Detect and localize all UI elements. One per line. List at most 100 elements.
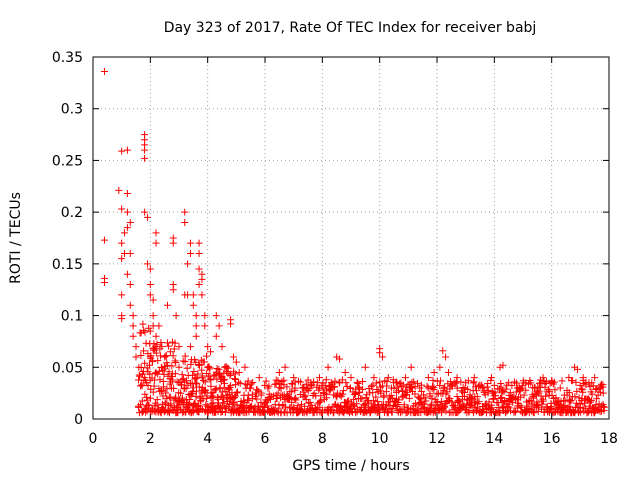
data-point: [302, 395, 310, 403]
data-point: [257, 389, 265, 397]
grid: [93, 57, 609, 419]
data-point: [145, 361, 153, 369]
data-point: [207, 348, 215, 356]
data-point: [418, 387, 426, 395]
data-point: [600, 407, 608, 415]
data-point: [192, 312, 200, 320]
data-point: [126, 281, 134, 289]
data-point: [244, 377, 252, 385]
data-point: [227, 382, 235, 390]
data-point: [215, 322, 223, 330]
data-point: [123, 190, 131, 198]
data-point: [599, 389, 607, 397]
data-point: [216, 384, 224, 392]
data-point: [132, 353, 140, 361]
x-tick-label: 6: [261, 431, 270, 447]
data-point: [392, 378, 400, 386]
data-point: [576, 381, 584, 389]
data-point: [312, 405, 320, 413]
data-point: [189, 301, 197, 309]
data-point: [189, 384, 197, 392]
data-point: [374, 398, 382, 406]
data-point: [370, 374, 378, 382]
data-point: [118, 239, 126, 247]
data-point: [249, 378, 257, 386]
data-point: [384, 374, 392, 382]
data-point: [123, 270, 131, 278]
x-tick-label: 18: [600, 431, 618, 447]
data-point: [430, 368, 438, 376]
data-point: [566, 398, 574, 406]
data-point: [291, 395, 299, 403]
data-point: [323, 394, 331, 402]
data-point: [473, 393, 481, 401]
data-point: [372, 393, 380, 401]
data-point: [505, 404, 513, 412]
data-point: [577, 408, 585, 416]
data-point: [195, 239, 203, 247]
data-point: [303, 385, 311, 393]
data-point: [186, 239, 194, 247]
data-point: [197, 356, 205, 364]
data-point: [322, 376, 330, 384]
data-point: [146, 327, 154, 335]
data-point: [315, 374, 323, 382]
y-tick-label: 0.15: [52, 257, 83, 273]
data-point: [466, 391, 474, 399]
data-point: [490, 381, 498, 389]
data-point: [100, 278, 108, 286]
data-point: [227, 320, 235, 328]
x-axis-label: GPS time / hours: [292, 458, 409, 474]
data-point: [175, 343, 183, 351]
data-point: [149, 358, 157, 366]
data-point: [168, 376, 176, 384]
y-tick-label: 0.1: [61, 309, 83, 325]
data-point: [552, 394, 560, 402]
data-point: [304, 376, 312, 384]
data-point: [224, 364, 232, 372]
data-point: [341, 368, 349, 376]
data-point: [100, 67, 108, 75]
data-point: [212, 312, 220, 320]
data-point: [275, 368, 283, 376]
data-point: [395, 387, 403, 395]
data-point: [577, 385, 585, 393]
data-point: [220, 399, 228, 407]
data-point: [587, 397, 595, 405]
data-point: [234, 388, 242, 396]
data-point: [288, 388, 296, 396]
y-tick-label: 0.05: [52, 360, 83, 376]
data-point: [195, 265, 203, 273]
data-point: [288, 379, 296, 387]
data-point: [360, 401, 368, 409]
data-point: [232, 358, 240, 366]
data-point: [139, 320, 147, 328]
data-point: [513, 379, 521, 387]
data-point: [407, 363, 415, 371]
x-tick-label: 8: [318, 431, 327, 447]
data-point: [353, 378, 361, 386]
data-point: [425, 407, 433, 415]
data-point: [149, 296, 157, 304]
data-point: [221, 379, 229, 387]
data-point: [192, 332, 200, 340]
data-point: [422, 397, 430, 405]
data-point: [178, 394, 186, 402]
data-point: [428, 400, 436, 408]
data-point: [488, 404, 496, 412]
data-point: [411, 390, 419, 398]
data-point: [290, 374, 298, 382]
data-point: [331, 377, 339, 385]
data-point: [162, 352, 170, 360]
data-point: [186, 250, 194, 258]
data-point: [440, 384, 448, 392]
data-point: [172, 393, 180, 401]
data-point: [201, 322, 209, 330]
data-point: [448, 398, 456, 406]
data-point: [437, 377, 445, 385]
data-point: [199, 395, 207, 403]
y-tick-label: 0: [74, 412, 83, 428]
data-point: [429, 382, 437, 390]
data-point: [447, 378, 455, 386]
data-point: [226, 371, 234, 379]
